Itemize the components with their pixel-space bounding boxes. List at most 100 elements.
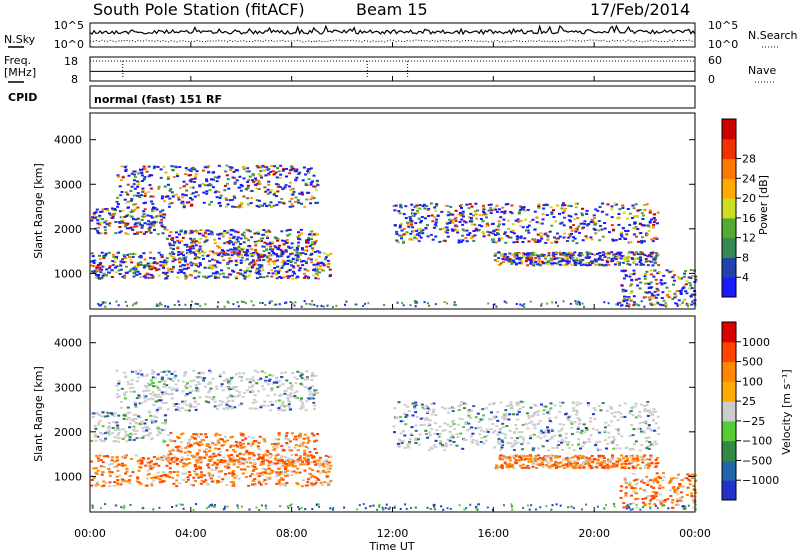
range-cell xyxy=(572,236,575,239)
range-cell xyxy=(596,447,600,450)
range-cell xyxy=(233,395,237,398)
range-cell xyxy=(266,193,270,195)
range-cell xyxy=(278,479,282,481)
range-cell xyxy=(690,293,694,296)
range-cell xyxy=(142,178,146,181)
range-cell xyxy=(99,271,103,274)
range-cell xyxy=(192,252,196,254)
range-cell xyxy=(567,260,571,263)
range-cell xyxy=(193,177,197,180)
range-cell xyxy=(589,221,593,223)
range-cell xyxy=(247,484,251,487)
range-cell xyxy=(521,406,525,408)
range-cell xyxy=(557,465,561,468)
range-cell xyxy=(172,253,176,255)
range-cell xyxy=(441,429,445,432)
power-frame xyxy=(89,112,696,310)
range-cell xyxy=(248,386,252,389)
range-cell xyxy=(198,184,202,187)
range-cell xyxy=(152,394,156,397)
range-cell xyxy=(645,233,649,236)
range-cell xyxy=(637,414,641,417)
range-cell xyxy=(136,263,140,266)
range-cell xyxy=(242,442,245,445)
range-cell xyxy=(412,230,416,233)
range-cell xyxy=(515,402,519,405)
range-cell xyxy=(101,461,105,464)
range-cell xyxy=(112,485,116,488)
range-cell xyxy=(133,270,137,273)
range-cell xyxy=(183,231,187,234)
range-cell xyxy=(589,236,593,239)
range-cell xyxy=(255,382,259,385)
range-cell xyxy=(266,478,270,481)
range-cell xyxy=(118,221,122,224)
range-cell xyxy=(615,444,619,447)
ground-cell xyxy=(278,303,281,306)
range-cell xyxy=(305,370,309,373)
ground-cell xyxy=(523,305,526,308)
range-cell xyxy=(620,269,624,272)
range-cell xyxy=(100,473,104,476)
range-cell xyxy=(276,462,280,465)
range-cell xyxy=(122,417,126,420)
range-cell xyxy=(280,266,284,269)
range-cell xyxy=(212,178,215,181)
range-cell xyxy=(276,254,279,257)
range-cell xyxy=(314,439,318,442)
range-cell xyxy=(221,460,225,463)
range-cell xyxy=(306,269,310,272)
range-cell xyxy=(549,257,553,260)
range-cell xyxy=(135,233,139,235)
range-cell xyxy=(152,209,156,212)
range-cell xyxy=(256,166,260,169)
range-cell xyxy=(244,252,248,255)
range-cell xyxy=(546,263,550,266)
range-cell xyxy=(136,477,140,480)
range-cell xyxy=(229,248,233,251)
range-cell xyxy=(181,202,185,205)
range-cell xyxy=(198,444,201,447)
range-cell xyxy=(488,403,492,406)
range-cell xyxy=(298,234,302,237)
range-cell xyxy=(405,414,409,416)
range-cell xyxy=(694,275,698,278)
range-cell xyxy=(232,177,236,179)
range-cell xyxy=(171,256,175,259)
range-cell xyxy=(216,440,220,443)
range-cell xyxy=(218,232,222,235)
range-cell xyxy=(104,229,107,232)
range-cell xyxy=(170,238,173,241)
range-cell xyxy=(312,455,316,458)
range-cell xyxy=(402,227,406,230)
range-cell xyxy=(296,370,300,373)
range-cell xyxy=(317,271,321,274)
range-cell xyxy=(133,187,137,190)
range-cell xyxy=(661,291,665,294)
range-cell xyxy=(489,207,493,209)
range-cell xyxy=(434,235,438,238)
range-cell xyxy=(226,454,230,457)
range-cell xyxy=(574,409,578,412)
range-cell xyxy=(305,400,309,403)
range-cell xyxy=(128,475,132,477)
range-cell xyxy=(195,255,199,258)
range-cell xyxy=(190,239,194,242)
range-cell xyxy=(269,456,272,459)
range-cell xyxy=(597,257,601,260)
range-cell xyxy=(194,408,198,411)
range-cell xyxy=(652,258,656,261)
range-cell xyxy=(251,443,255,446)
range-cell xyxy=(651,294,654,297)
range-cell xyxy=(131,256,135,258)
range-cell xyxy=(325,475,329,478)
range-cell xyxy=(102,272,106,275)
range-cell xyxy=(190,231,194,234)
range-cell xyxy=(529,262,533,265)
range-cell xyxy=(316,184,320,187)
range-cell xyxy=(544,429,548,432)
range-cell xyxy=(403,412,406,415)
range-cell xyxy=(163,200,166,203)
range-cell xyxy=(222,371,226,374)
range-cell xyxy=(285,167,289,170)
